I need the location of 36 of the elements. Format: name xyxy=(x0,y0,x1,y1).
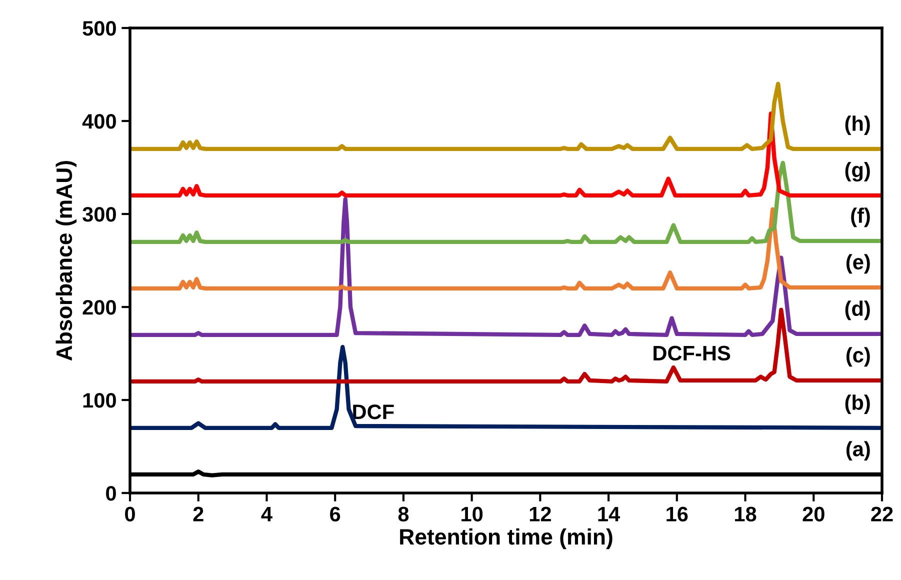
x-tick-label: 12 xyxy=(530,506,551,522)
series-label: (g) xyxy=(845,162,870,182)
x-tick-label: 16 xyxy=(666,506,688,522)
x-tick-label: 2 xyxy=(193,506,204,522)
series-label: (e) xyxy=(846,254,870,274)
x-tick-label: 20 xyxy=(802,506,824,522)
series-label: (c) xyxy=(846,347,870,367)
y-tick-label: 300 xyxy=(82,207,116,222)
annotation: DCF xyxy=(353,404,394,420)
annotation: DCF-HS xyxy=(654,346,730,361)
x-tick-label: 22 xyxy=(871,506,893,522)
x-tick-label: 8 xyxy=(398,506,409,522)
x-tick-label: 10 xyxy=(462,506,483,522)
line-series xyxy=(130,160,882,244)
series-label: (a) xyxy=(846,441,870,461)
y-tick-label: 0 xyxy=(106,486,116,501)
y-tick-label: 200 xyxy=(82,300,116,315)
line-series xyxy=(130,207,882,290)
y-axis-title: Absorbance (mAU) xyxy=(56,160,76,361)
x-tick-label: 4 xyxy=(261,506,272,522)
x-axis-title: Retention time (min) xyxy=(400,528,612,550)
y-tick-label: 400 xyxy=(82,114,116,129)
x-tick-label: 6 xyxy=(330,506,340,522)
y-tick-label: 500 xyxy=(82,21,116,36)
line-series xyxy=(130,111,882,198)
series-label: (d) xyxy=(845,300,870,320)
x-tick-label: 0 xyxy=(125,506,135,522)
line-series xyxy=(130,82,882,151)
line-series xyxy=(130,197,882,337)
series-label: (f) xyxy=(851,208,870,228)
line-series xyxy=(130,344,882,430)
series-label: (h) xyxy=(845,116,870,136)
x-tick-label: 18 xyxy=(735,506,756,522)
x-tick-label: 14 xyxy=(598,506,620,522)
y-tick-label: 100 xyxy=(83,393,116,408)
series-label: (b) xyxy=(845,394,870,414)
